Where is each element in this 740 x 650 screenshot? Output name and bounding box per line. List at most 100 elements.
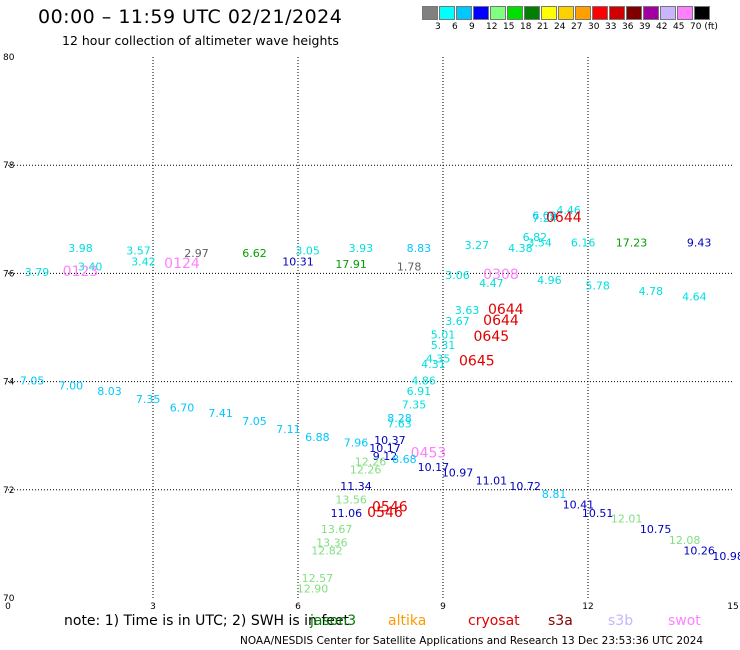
wave-height-label: 13.67 bbox=[321, 523, 353, 536]
wave-height-label: 10.17 bbox=[369, 442, 401, 455]
time-stamp-label: 0308 bbox=[483, 267, 519, 283]
wave-height-label: 7.05 bbox=[20, 374, 45, 387]
wave-height-label: 3.54 bbox=[527, 236, 552, 249]
colorbar-swatch bbox=[490, 6, 506, 20]
lat-tick-label: 78 bbox=[3, 161, 15, 171]
colorbar-label: 30 bbox=[588, 22, 600, 32]
wave-height-label: 3.27 bbox=[465, 239, 490, 252]
lon-tick-label: 3 bbox=[150, 602, 156, 612]
wave-height-label: 12.26 bbox=[355, 455, 387, 468]
wave-height-label: 6.62 bbox=[242, 247, 267, 260]
wave-height-label: 12.82 bbox=[311, 545, 343, 558]
wave-height-label: 10.31 bbox=[282, 255, 314, 268]
time-stamp-label: 0645 bbox=[459, 353, 495, 369]
colorbar-swatch bbox=[541, 6, 557, 20]
colorbar-swatch bbox=[456, 6, 472, 20]
colorbar-label: 3 bbox=[435, 22, 441, 32]
wave-height-label: 4.38 bbox=[508, 242, 533, 255]
wave-height-label: 10.37 bbox=[374, 434, 406, 447]
wave-height-label: 7.41 bbox=[208, 407, 233, 420]
wave-height-colorbar bbox=[422, 6, 711, 20]
lat-tick-label: 74 bbox=[3, 378, 15, 388]
wave-height-label: 3.63 bbox=[455, 304, 480, 317]
satellite-legend-item: swot bbox=[668, 613, 701, 629]
colorbar-swatch bbox=[524, 6, 540, 20]
time-stamp-label: 0644 bbox=[488, 302, 524, 318]
satellite-legend-item: cryosat bbox=[468, 613, 520, 629]
wave-height-label: 4.86 bbox=[411, 374, 436, 387]
wave-height-label: 5.31 bbox=[431, 339, 456, 352]
time-stamp-label: 0546 bbox=[372, 499, 408, 515]
wave-height-label: 4.78 bbox=[639, 285, 664, 298]
wave-height-label: 7.96 bbox=[344, 437, 369, 450]
wave-height-label: 7.05 bbox=[242, 415, 267, 428]
lat-tick-label: 70 bbox=[3, 594, 15, 604]
wave-height-label: 10.75 bbox=[640, 523, 672, 536]
colorbar-label: 39 bbox=[639, 22, 651, 32]
colorbar-swatch bbox=[473, 6, 489, 20]
wave-height-label: 10.41 bbox=[563, 499, 595, 512]
wave-height-label: 13.56 bbox=[335, 493, 367, 506]
wave-height-label: 12.26 bbox=[350, 464, 382, 477]
wave-height-label: 6.16 bbox=[571, 236, 596, 249]
wave-height-label: 3.79 bbox=[25, 266, 50, 279]
time-stamp-label: 0123 bbox=[63, 264, 99, 280]
wave-height-label: 4.47 bbox=[479, 277, 504, 290]
colorbar-label: 21 bbox=[537, 22, 549, 32]
wave-height-label: 5.01 bbox=[431, 328, 456, 341]
wave-height-label: 7.35 bbox=[402, 399, 427, 412]
wave-height-label: 3.40 bbox=[78, 261, 103, 274]
lat-tick-label: 72 bbox=[3, 486, 14, 496]
colorbar-label: 27 bbox=[571, 22, 583, 32]
wave-height-label: 8.68 bbox=[392, 453, 417, 466]
colorbar-label: 24 bbox=[554, 22, 566, 32]
satellite-legend-item: s3b bbox=[608, 613, 634, 629]
colorbar-swatch bbox=[422, 6, 438, 20]
lon-tick-label: 6 bbox=[295, 602, 301, 612]
wave-height-label: 6.91 bbox=[407, 385, 432, 398]
wave-height-label: 8.81 bbox=[542, 488, 567, 501]
page-title: 00:00 – 11:59 UTC 02/21/2024 bbox=[38, 6, 343, 28]
wave-height-label: 1.78 bbox=[397, 261, 422, 274]
colorbar-swatch bbox=[558, 6, 574, 20]
colorbar-swatch bbox=[660, 6, 676, 20]
time-stamp-label: 0124 bbox=[164, 256, 200, 272]
wave-height-label: 3.06 bbox=[445, 269, 470, 282]
wave-height-label: 11.06 bbox=[331, 507, 363, 520]
wave-height-label: 7.00 bbox=[59, 380, 84, 393]
lat-tick-label: 76 bbox=[3, 269, 15, 279]
wave-height-label: 10.98 bbox=[712, 550, 740, 563]
wave-height-label: 17.23 bbox=[616, 236, 648, 249]
wave-height-label: 3.57 bbox=[126, 244, 151, 257]
wave-height-label: 4.96 bbox=[537, 274, 562, 287]
colorbar-swatch bbox=[575, 6, 591, 20]
lat-tick-label: 80 bbox=[3, 53, 15, 63]
wave-height-label: 11.34 bbox=[340, 480, 372, 493]
wave-height-label: 5.78 bbox=[585, 280, 610, 293]
wave-height-label: 4.35 bbox=[426, 353, 451, 366]
wave-height-label: 7.24 bbox=[532, 212, 557, 225]
wave-height-label: 3.05 bbox=[295, 244, 320, 257]
colorbar-swatch bbox=[439, 6, 455, 20]
colorbar-label: 9 bbox=[469, 22, 475, 32]
wave-height-label: 17.91 bbox=[335, 258, 367, 271]
wave-height-label: 6.70 bbox=[170, 401, 195, 414]
wave-height-label: 10.26 bbox=[683, 545, 715, 558]
wave-height-label: 12.08 bbox=[669, 534, 701, 547]
colorbar-swatch bbox=[643, 6, 659, 20]
colorbar-label: 15 bbox=[503, 22, 515, 32]
colorbar-label: 33 bbox=[605, 22, 617, 32]
wave-height-label: 7.63 bbox=[387, 418, 412, 431]
wave-height-label: 2.97 bbox=[184, 247, 209, 260]
time-stamp-label: 0453 bbox=[411, 445, 447, 461]
time-stamp-label: 0645 bbox=[474, 329, 510, 345]
wave-height-label: 6.88 bbox=[305, 431, 330, 444]
lon-tick-label: 0 bbox=[5, 602, 11, 612]
lon-tick-label: 15 bbox=[727, 602, 738, 612]
wave-height-label: 8.03 bbox=[97, 385, 122, 398]
satellite-legend-item: altika bbox=[388, 613, 427, 629]
wave-height-label: 3.98 bbox=[68, 242, 93, 255]
colorbar-swatch bbox=[694, 6, 710, 20]
